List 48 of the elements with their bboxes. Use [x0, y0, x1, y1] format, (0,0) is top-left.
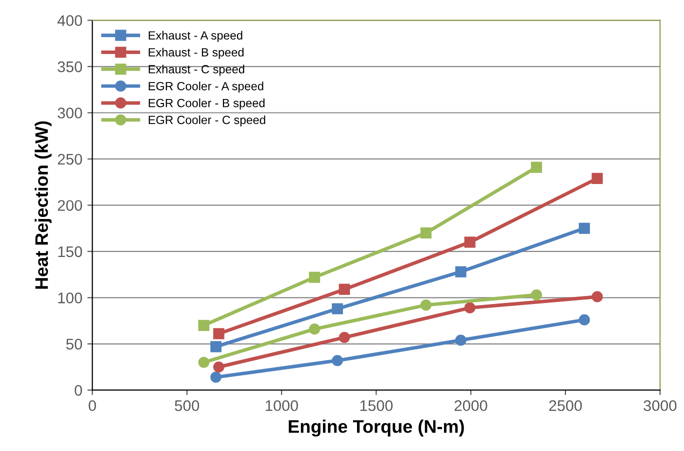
point [338, 284, 350, 295]
point [213, 328, 224, 340]
point [210, 372, 222, 383]
y-tick-label: 300 [58, 108, 82, 118]
point [592, 172, 603, 184]
y-tick-label: 400 [57, 15, 82, 26]
x-axis-title: Engine Torque (N-m) [288, 420, 464, 437]
x-tick-label: 1000 [266, 400, 298, 412]
point [464, 236, 476, 248]
point [455, 266, 466, 278]
point [420, 227, 432, 238]
x-tick-label: 2500 [549, 400, 582, 412]
y-axis-title: Heat Rejection (kW) [34, 121, 52, 289]
legend-label: Exhaust - B speed [148, 48, 244, 59]
point [338, 332, 350, 343]
point [592, 291, 603, 302]
y-tick-label: 150 [58, 246, 82, 258]
y-tick-label: 0 [74, 384, 82, 396]
y-tick-label: 250 [58, 154, 82, 165]
point [198, 356, 210, 368]
point [455, 334, 466, 346]
y-tick-label: 200 [58, 200, 82, 211]
legend-label: EGR Cooler - C speed [148, 115, 266, 126]
point [308, 272, 320, 283]
point [210, 341, 222, 352]
point [420, 300, 432, 311]
point [530, 289, 542, 300]
x-tick-label: 500 [174, 400, 200, 412]
point [332, 303, 343, 314]
point [578, 314, 590, 326]
legend-label: EGR Cooler - A speed [148, 82, 264, 93]
point [308, 324, 320, 335]
point [198, 320, 210, 331]
point [578, 222, 590, 234]
x-tick-label: 0 [88, 400, 96, 412]
point [464, 302, 476, 314]
x-tick-label: 3000 [644, 400, 676, 412]
point [213, 361, 224, 373]
y-tick-label: 50 [66, 338, 82, 350]
y-tick-label: 350 [58, 61, 82, 72]
legend-label: Exhaust - A speed [148, 30, 242, 42]
x-tick-label: 1500 [360, 400, 393, 412]
x-tick-label: 2000 [454, 400, 488, 412]
legend-label: Exhaust - C speed [148, 64, 244, 76]
y-tick-label: 100 [58, 292, 82, 304]
legend-label: EGR Cooler - B speed [148, 98, 265, 110]
point [332, 354, 343, 366]
point [530, 162, 542, 173]
